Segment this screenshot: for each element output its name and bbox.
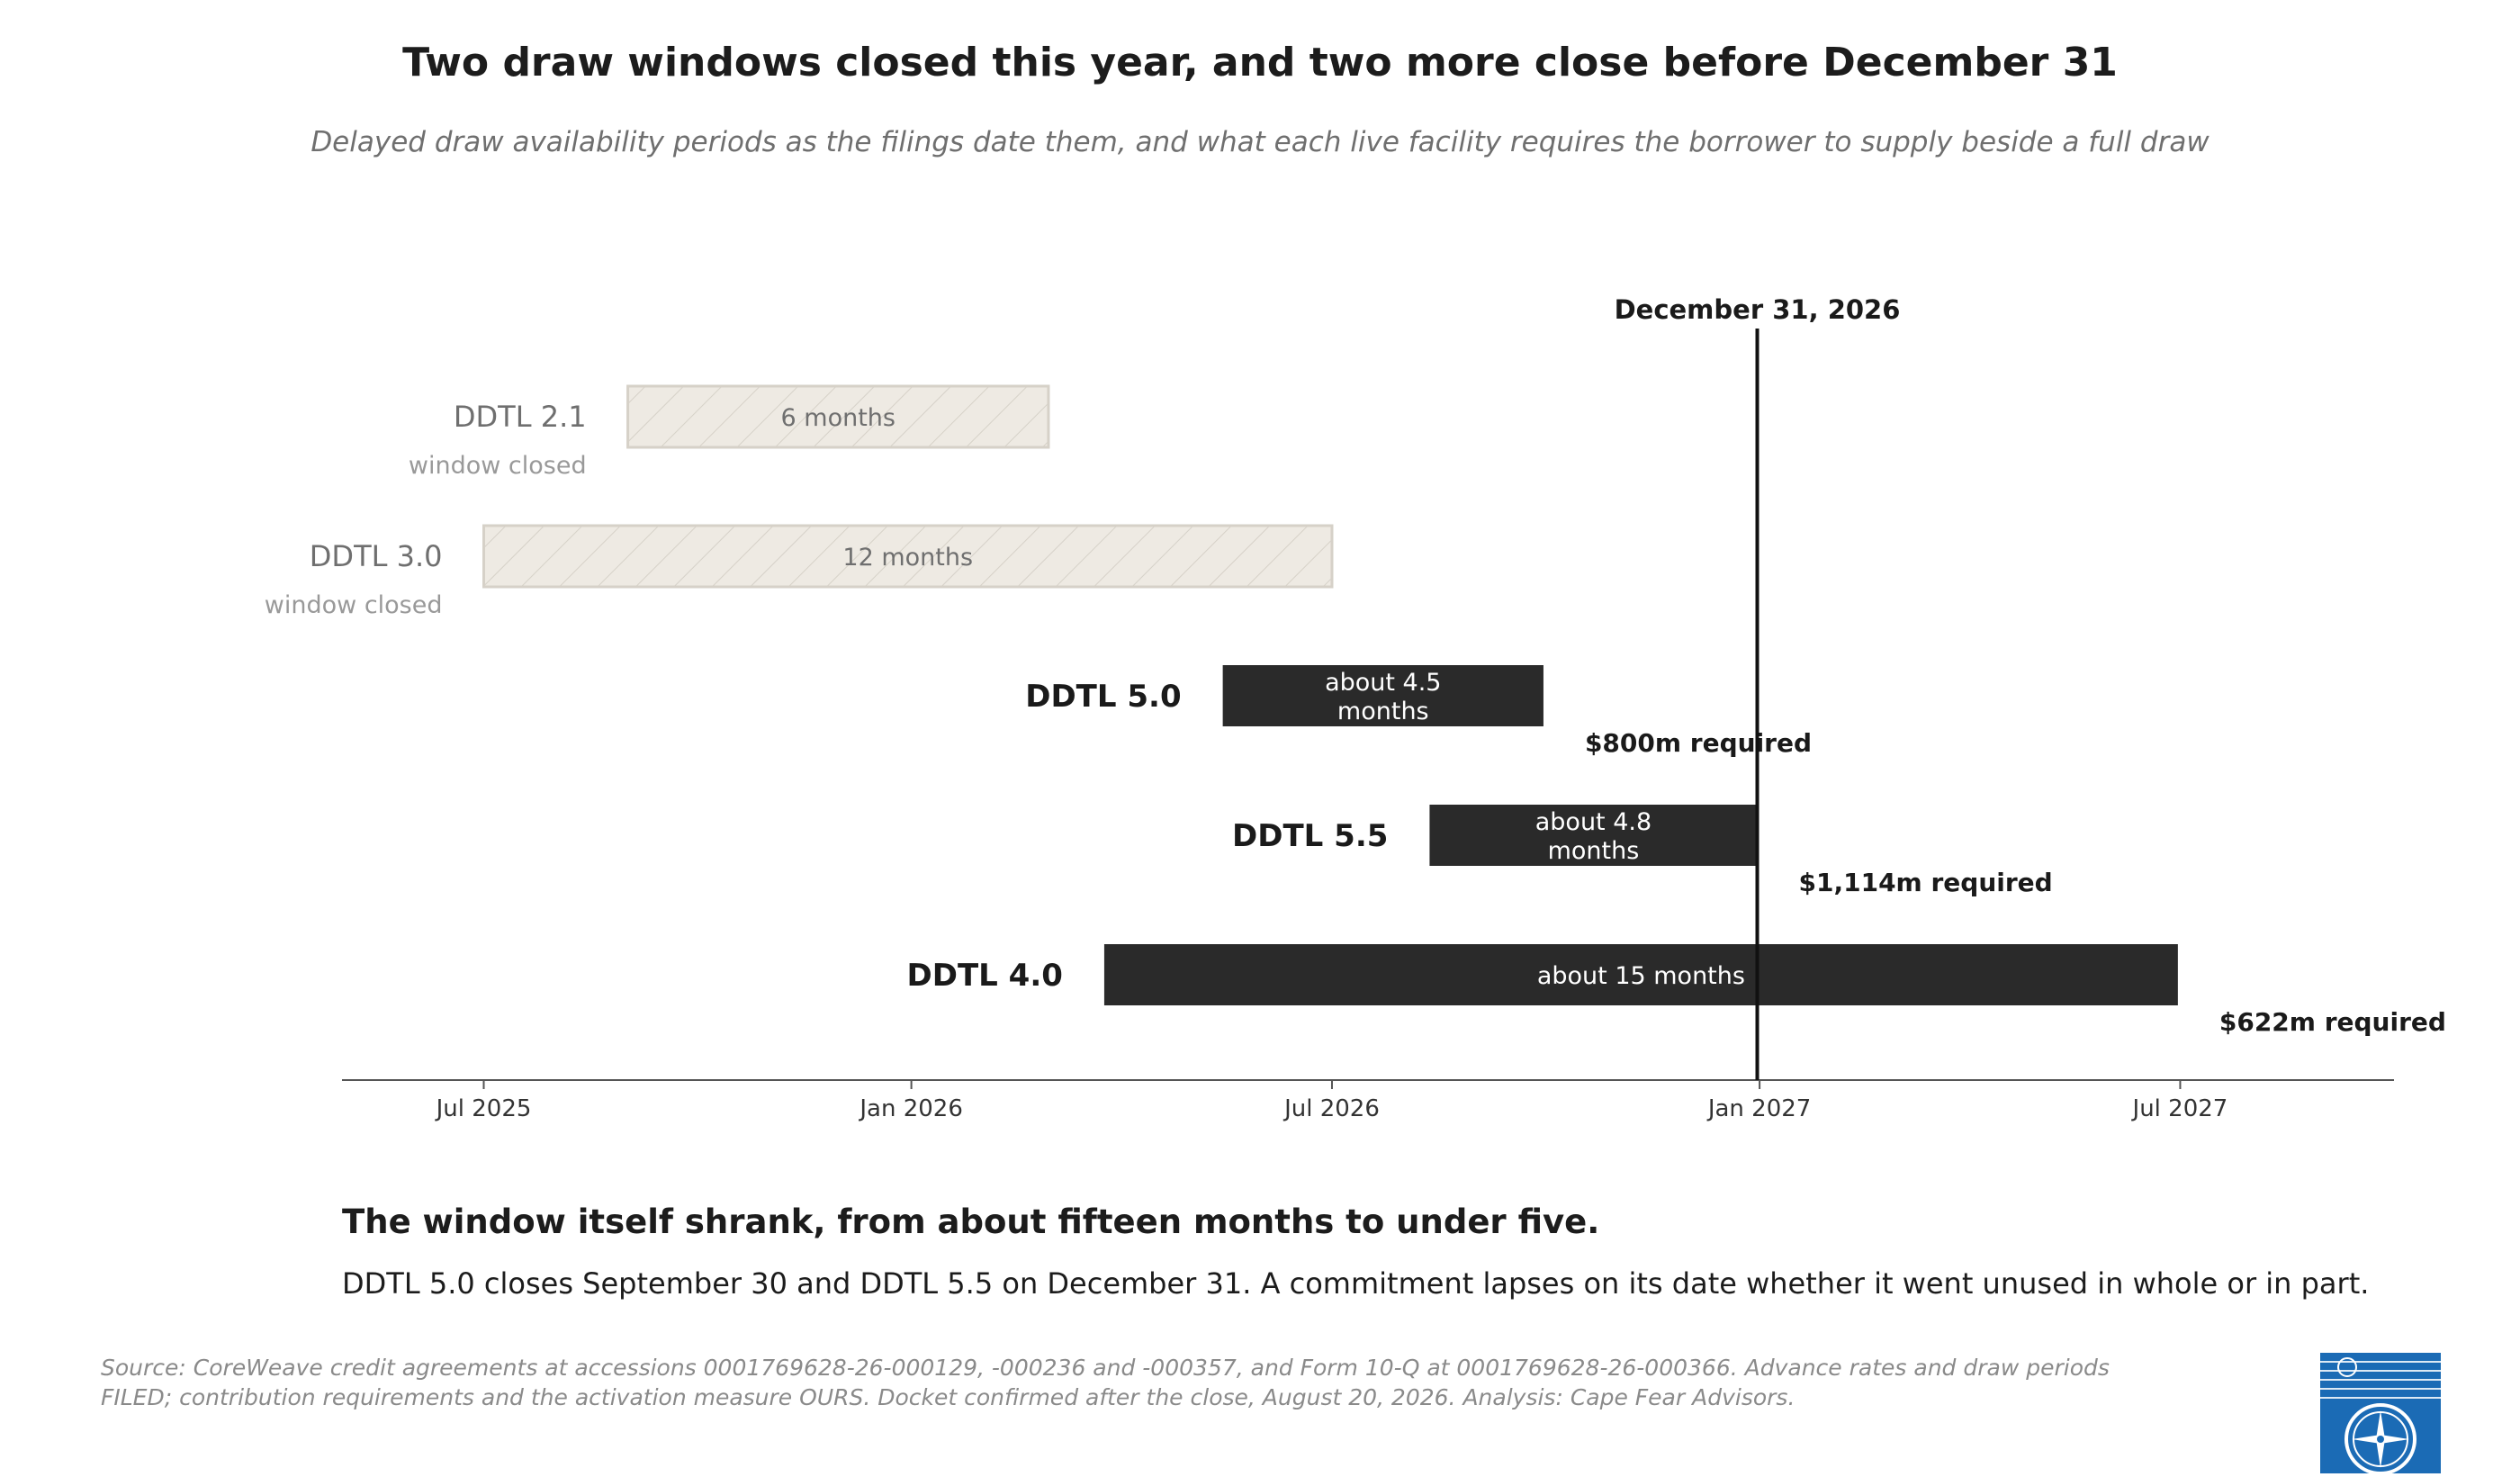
row-ddtl-4-0: DDTL 4.0 about 15 months $622m required (907, 944, 2446, 1037)
takeaway-heading: The window itself shrank, from about fif… (342, 1202, 1600, 1241)
series-label-1: DDTL 3.0 (310, 539, 443, 573)
bar-live-4 (1103, 944, 2178, 1005)
duration-label-3: about 4.8 months (1535, 808, 1652, 865)
bar-hatch-1 (483, 526, 1332, 587)
source-line-2: FILED; contribution requirements and the… (101, 1384, 1796, 1410)
chart-subtitle: Delayed draw availability periods as the… (310, 126, 2210, 158)
x-tick-label-3: Jan 2027 (1706, 1095, 1812, 1122)
series-label-0: DDTL 2.1 (454, 400, 587, 434)
duration-label-0: 6 months (781, 404, 896, 432)
bar-hatch-0 (627, 386, 1048, 447)
series-label-3: DDTL 5.5 (1232, 818, 1388, 854)
x-tick-label-2: Jul 2026 (1282, 1095, 1380, 1122)
explainer-text: DDTL 5.0 closes September 30 and DDTL 5.… (342, 1266, 2370, 1301)
source-note: Source: CoreWeave credit agreements at a… (101, 1353, 2198, 1412)
compass-seal-icon (2320, 1353, 2441, 1475)
duration-label-2: about 4.5 months (1325, 669, 1441, 725)
bar-live-3 (1429, 805, 1758, 866)
chart-title: Two draw windows closed this year, and t… (402, 40, 2118, 86)
x-tick-label-1: Jan 2026 (858, 1095, 963, 1122)
x-tick-label-0: Jul 2025 (435, 1095, 532, 1122)
series-status-1: window closed (265, 591, 443, 619)
row-ddtl-5-5: DDTL 5.5 about 4.8 months $1,114m required (1232, 805, 2053, 897)
bar-live-2 (1222, 665, 1544, 726)
required-label-2: $800m required (1585, 728, 1812, 758)
row-ddtl-3-0: DDTL 3.0 window closed 12 months (265, 524, 1334, 619)
x-tick-label-4: Jul 2027 (2131, 1095, 2228, 1122)
duration-label-1: 12 months (842, 544, 973, 572)
row-ddtl-2-1: DDTL 2.1 window closed 6 months (409, 384, 1050, 480)
required-label-4: $622m required (2219, 1007, 2446, 1037)
required-label-3: $1,114m required (1799, 868, 2053, 897)
series-label-4: DDTL 4.0 (907, 958, 1063, 994)
series-label-2: DDTL 5.0 (1025, 679, 1181, 715)
duration-label-4: about 15 months (1537, 962, 1745, 990)
row-ddtl-5-0: DDTL 5.0 about 4.5 months $800m required (1025, 665, 1812, 758)
source-line-1: Source: CoreWeave credit agreements at a… (101, 1355, 2110, 1381)
series-status-0: window closed (409, 452, 587, 480)
reference-line-label: December 31, 2026 (1615, 294, 1901, 325)
